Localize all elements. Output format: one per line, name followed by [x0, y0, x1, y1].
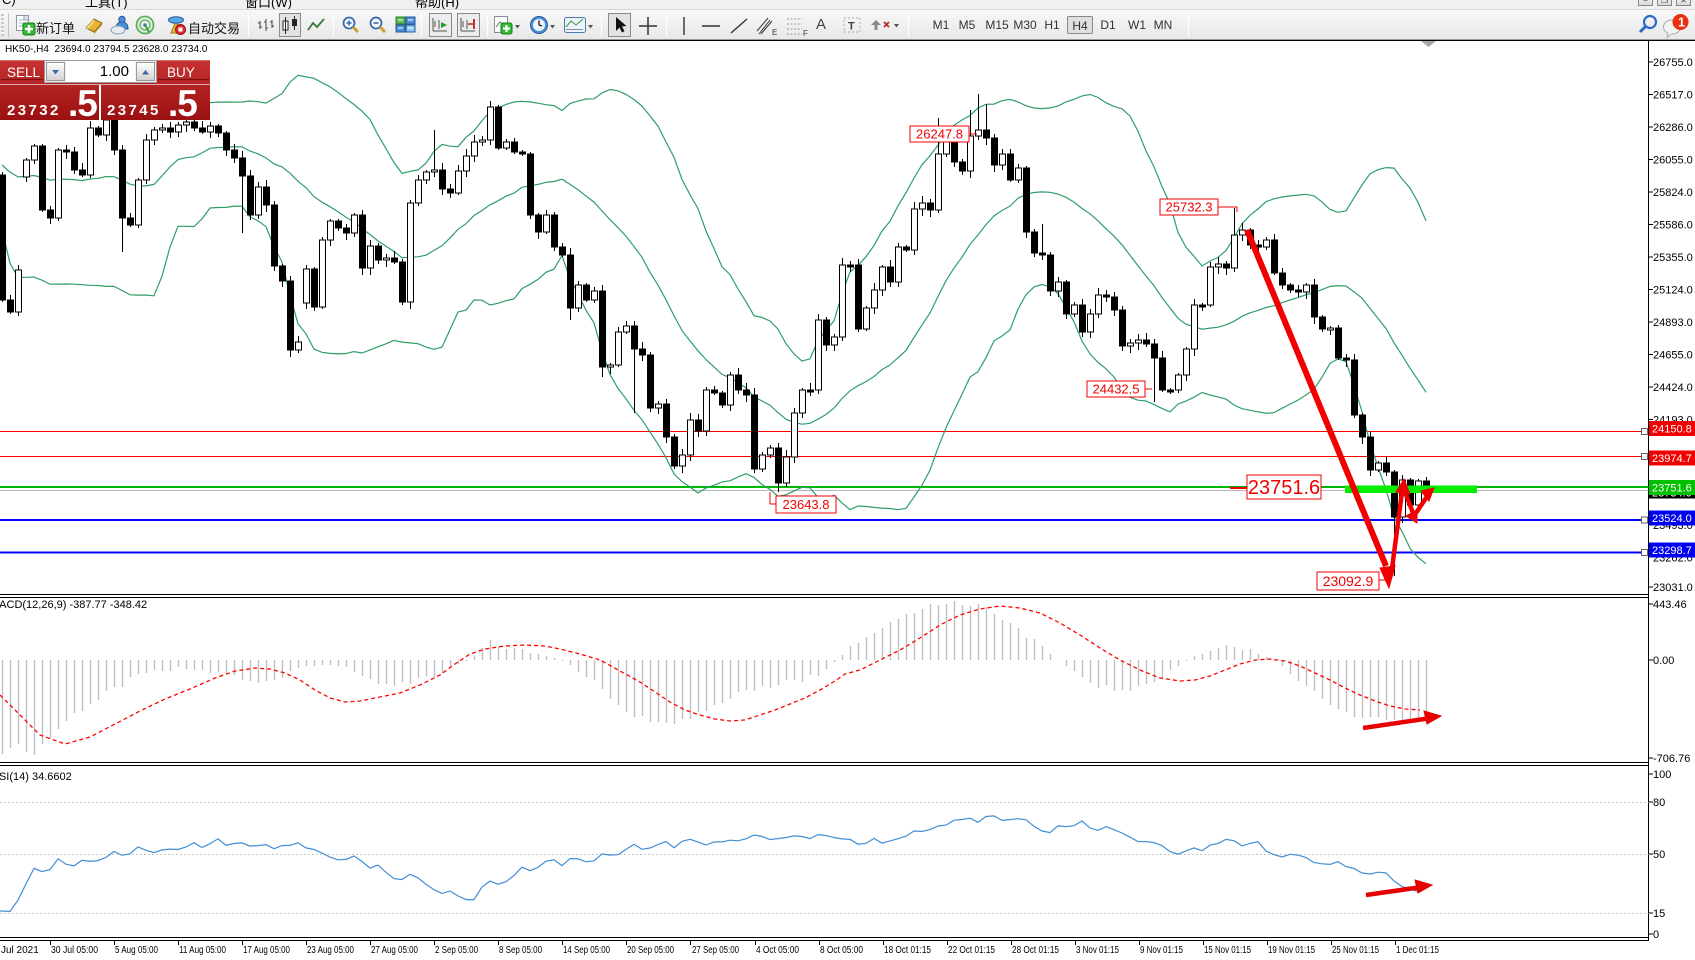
svg-text:26755.0: 26755.0 — [1653, 57, 1693, 69]
svg-text:8 Sep 05:00: 8 Sep 05:00 — [499, 945, 542, 956]
svg-text:15: 15 — [1653, 908, 1665, 920]
svg-text:23751.6: 23751.6 — [1652, 483, 1692, 495]
svg-text:1 Dec 01:15: 1 Dec 01:15 — [1396, 945, 1439, 956]
svg-text:25824.0: 25824.0 — [1653, 187, 1693, 199]
svg-text:100: 100 — [1653, 769, 1671, 781]
svg-text:RSI(14) 34.6602: RSI(14) 34.6602 — [0, 771, 72, 783]
svg-text:23 Aug 05:00: 23 Aug 05:00 — [307, 945, 354, 956]
svg-text:25355.0: 25355.0 — [1653, 252, 1693, 264]
svg-text:4 Oct 05:00: 4 Oct 05:00 — [756, 945, 799, 956]
svg-text:3 Nov 01:15: 3 Nov 01:15 — [1076, 945, 1119, 956]
svg-text:23298.7: 23298.7 — [1652, 545, 1692, 557]
svg-text:26286.0: 26286.0 — [1653, 122, 1693, 134]
svg-text:26055.0: 26055.0 — [1653, 155, 1693, 167]
svg-text:9 Nov 01:15: 9 Nov 01:15 — [1140, 945, 1183, 956]
svg-text:0.00: 0.00 — [1653, 655, 1674, 667]
svg-text:25586.0: 25586.0 — [1653, 220, 1693, 232]
svg-text:28 Oct 01:15: 28 Oct 01:15 — [1012, 945, 1059, 956]
svg-text:80: 80 — [1653, 797, 1665, 809]
svg-text:18 Oct 01:15: 18 Oct 01:15 — [884, 945, 931, 956]
svg-text:15 Nov 01:15: 15 Nov 01:15 — [1204, 945, 1251, 956]
svg-text:24150.8: 24150.8 — [1652, 424, 1692, 436]
svg-text:24432.5: 24432.5 — [1093, 382, 1140, 397]
svg-text:1: 1 — [1678, 16, 1685, 30]
svg-text:19 Nov 01:15: 19 Nov 01:15 — [1268, 945, 1315, 956]
svg-text:25 Nov 01:15: 25 Nov 01:15 — [1332, 945, 1379, 956]
svg-text:50: 50 — [1653, 849, 1665, 861]
svg-text:24655.0: 24655.0 — [1653, 350, 1693, 362]
svg-text:2 Sep 05:00: 2 Sep 05:00 — [435, 945, 478, 956]
svg-text:0: 0 — [1653, 929, 1659, 941]
svg-text:25732.3: 25732.3 — [1166, 200, 1213, 215]
svg-text:Jul 2021: Jul 2021 — [1, 945, 39, 956]
svg-text:5 Aug 05:00: 5 Aug 05:00 — [115, 945, 158, 956]
svg-text:11 Aug 05:00: 11 Aug 05:00 — [179, 945, 226, 956]
svg-text:E: E — [772, 28, 777, 37]
svg-text:14 Sep 05:00: 14 Sep 05:00 — [563, 945, 610, 956]
svg-text:-706.76: -706.76 — [1653, 753, 1690, 765]
svg-text:23092.9: 23092.9 — [1323, 573, 1374, 589]
svg-text:23643.8: 23643.8 — [783, 497, 830, 512]
svg-text:23751.6: 23751.6 — [1248, 477, 1320, 499]
svg-text:27 Sep 05:00: 27 Sep 05:00 — [692, 945, 739, 956]
svg-text:17 Aug 05:00: 17 Aug 05:00 — [243, 945, 290, 956]
svg-text:443.46: 443.46 — [1653, 599, 1687, 611]
svg-text:25124.0: 25124.0 — [1653, 285, 1693, 297]
svg-text:26517.0: 26517.0 — [1653, 90, 1693, 102]
svg-text:F: F — [803, 29, 808, 37]
svg-text:23974.7: 23974.7 — [1652, 453, 1692, 465]
svg-text:22 Oct 01:15: 22 Oct 01:15 — [948, 945, 995, 956]
svg-text:24424.0: 24424.0 — [1653, 382, 1693, 394]
svg-text:23524.0: 23524.0 — [1652, 513, 1692, 525]
svg-text:27 Aug 05:00: 27 Aug 05:00 — [371, 945, 418, 956]
svg-text:20 Sep 05:00: 20 Sep 05:00 — [627, 945, 674, 956]
svg-text:30 Jul 05:00: 30 Jul 05:00 — [51, 945, 98, 956]
svg-text:T: T — [848, 21, 855, 33]
svg-text:23031.0: 23031.0 — [1653, 582, 1693, 594]
svg-text:26247.8: 26247.8 — [916, 127, 963, 142]
svg-text:8 Oct 05:00: 8 Oct 05:00 — [820, 945, 863, 956]
svg-text:MACD(12,26,9) -387.77 -348.42: MACD(12,26,9) -387.77 -348.42 — [0, 599, 147, 611]
svg-text:24893.0: 24893.0 — [1653, 317, 1693, 329]
